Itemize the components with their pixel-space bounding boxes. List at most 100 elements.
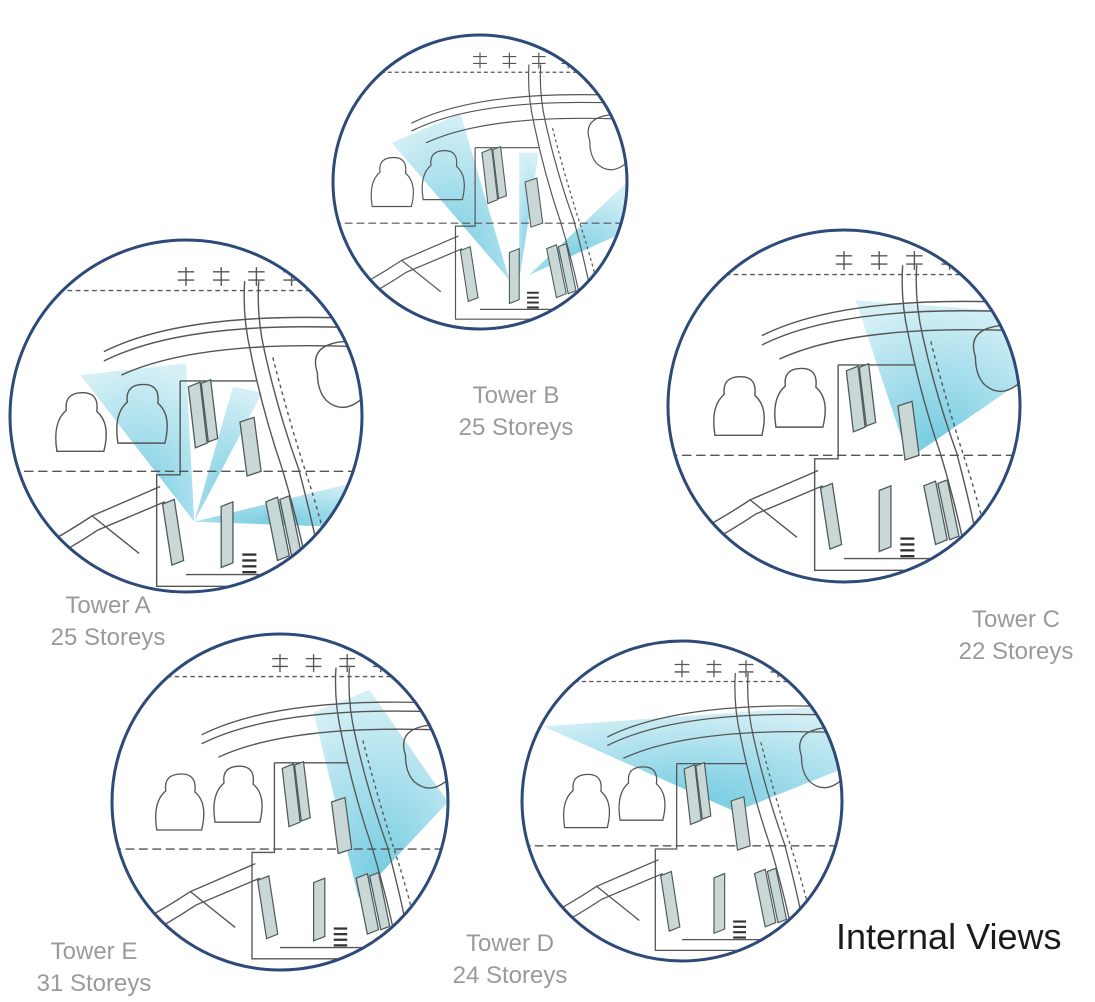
building-footprint	[200, 378, 219, 443]
view-circle-tower-b	[331, 33, 629, 331]
building-footprint	[557, 243, 577, 295]
pylon-icon	[177, 267, 195, 286]
road-line	[901, 265, 972, 582]
building-footprint	[256, 875, 279, 940]
tree-outline	[116, 383, 168, 444]
parking-stripe	[242, 571, 257, 574]
building-footprint	[187, 381, 208, 449]
highway-line	[607, 713, 842, 747]
circle-frame	[8, 238, 364, 594]
tower-name: Tower A	[65, 592, 151, 619]
pylon-icon	[870, 251, 888, 270]
pylon-icon	[473, 52, 487, 69]
view-cone	[855, 300, 1020, 459]
building-footprint	[481, 147, 499, 205]
highway-line	[201, 701, 448, 736]
building-footprint	[660, 870, 681, 932]
tree-outline	[213, 765, 263, 823]
building-footprint	[897, 400, 920, 461]
site-plan	[10, 267, 362, 592]
building-footprint	[845, 365, 866, 433]
tree-outline	[155, 773, 205, 831]
pylon-icon	[502, 52, 517, 69]
circle-frame	[110, 632, 450, 972]
parking-stripe	[527, 301, 539, 304]
parking-stripe	[333, 944, 348, 947]
view-circle-tower-c	[666, 228, 1022, 584]
view-circle-tower-a	[8, 238, 364, 594]
building-footprint	[923, 480, 948, 546]
highway-line	[779, 329, 1020, 360]
highway-line	[201, 710, 448, 745]
parking-stripe	[733, 931, 746, 934]
parking-stripe	[900, 543, 915, 546]
circle-background	[522, 641, 842, 961]
label-tower-a: Tower A 25 Storeys	[28, 590, 188, 654]
pylon-icon	[406, 654, 423, 673]
pylon-icon	[272, 654, 288, 673]
building-footprint	[220, 500, 234, 569]
parking-stripe	[333, 927, 348, 930]
highway-line	[103, 326, 362, 362]
pond-outline	[402, 724, 448, 789]
highway-line	[761, 300, 1020, 337]
highway-line	[121, 345, 362, 376]
building-footprint	[368, 871, 391, 931]
parking-stripe	[900, 555, 915, 558]
pylon-icon	[802, 660, 818, 678]
highway-line	[218, 728, 448, 758]
pylon-icon	[531, 52, 546, 69]
view-circle-tower-d	[520, 639, 844, 963]
highway-line	[607, 705, 842, 738]
highway-line	[411, 101, 627, 132]
building-footprint	[293, 760, 311, 822]
pond-outline	[972, 325, 1020, 393]
building-footprint	[937, 479, 960, 541]
building-footprint	[265, 496, 290, 562]
storey-count: 25 Storeys	[50, 624, 166, 651]
building-footprint	[161, 498, 185, 567]
building-footprint	[508, 247, 520, 305]
building-footprint	[459, 245, 479, 303]
label-tower-d: Tower D 24 Storeys	[430, 928, 590, 992]
pond-outline	[799, 727, 842, 789]
highway-line	[761, 310, 1020, 346]
parking-stripe	[900, 549, 915, 552]
tree-outline	[421, 150, 465, 201]
parking-stripe	[900, 537, 915, 540]
storey-count: 25 Storeys	[458, 414, 574, 441]
road-line	[527, 64, 587, 329]
storey-count: 24 Storeys	[452, 962, 568, 989]
pond-outline	[587, 114, 627, 171]
label-tower-e: Tower E 31 Storeys	[14, 936, 174, 1000]
building-footprint	[683, 763, 702, 826]
pylon-icon	[738, 660, 754, 678]
road-line	[243, 281, 314, 592]
parking-stripe	[242, 553, 257, 556]
label-tower-c: Tower C 22 Storeys	[936, 604, 1095, 668]
pylon-icon	[590, 52, 605, 69]
pylon-icon	[212, 267, 230, 286]
tree-outline	[55, 391, 107, 453]
site-plan	[522, 660, 842, 961]
circle-frame	[666, 228, 1022, 584]
parking-stripe	[527, 306, 539, 309]
building-footprint	[281, 763, 301, 828]
highway-line	[425, 117, 627, 144]
building-footprint	[355, 872, 380, 936]
parking-stripe	[242, 559, 257, 562]
highway-line	[623, 731, 842, 759]
parking-stripe	[242, 565, 257, 568]
tower-name: Tower D	[465, 930, 555, 957]
highway-line	[103, 316, 362, 353]
building-footprint	[878, 484, 892, 553]
storey-count: 22 Storeys	[958, 638, 1074, 665]
tree-outline	[370, 156, 414, 208]
storey-count: 31 Storeys	[36, 970, 152, 997]
tree-outline	[562, 773, 611, 829]
parking-stripe	[733, 920, 746, 923]
road-line	[334, 667, 402, 970]
building-footprint	[753, 868, 777, 928]
building-footprint	[766, 867, 788, 924]
building-footprint	[239, 416, 262, 477]
